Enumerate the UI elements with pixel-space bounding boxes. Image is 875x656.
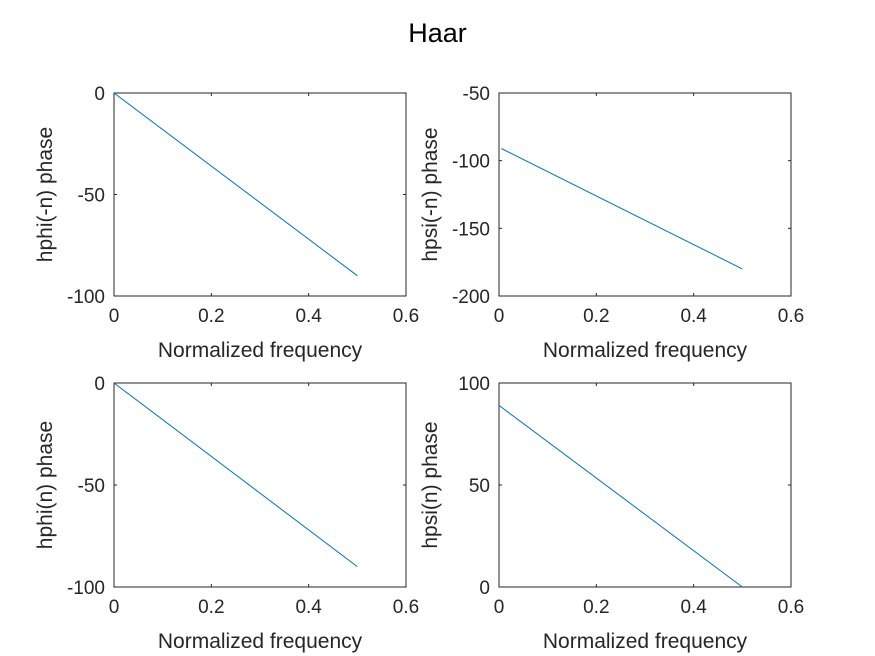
subplot-2-x-tick-label: 0 bbox=[494, 306, 505, 327]
subplot-4-x-tick-label: 0.2 bbox=[583, 597, 609, 618]
subplot-2-y-tick-label: -150 bbox=[452, 219, 490, 240]
subplot-4-y-tick-label: 100 bbox=[458, 374, 490, 395]
subplot-1-x-tick-label: 0.2 bbox=[198, 306, 224, 327]
subplot-2-series-line-1 bbox=[501, 148, 743, 270]
subplot-1-y-tick-label: -100 bbox=[67, 287, 105, 308]
subplot-1-series-line-1 bbox=[113, 92, 358, 277]
subplot-2-x-tick-label: 0.4 bbox=[680, 306, 707, 327]
subplot-3-x-tick-label: 0.2 bbox=[198, 597, 224, 618]
subplot-2-x-axis-label: Normalized frequency bbox=[543, 339, 748, 362]
subplot-2-axes-box bbox=[498, 92, 792, 297]
subplot-4-y-tick-label: 0 bbox=[479, 578, 490, 599]
subplot-3-x-tick-label: 0 bbox=[109, 597, 120, 618]
subplot-2-x-tick-label: 0.6 bbox=[778, 306, 804, 327]
subplot-4-x-axis-label: Normalized frequency bbox=[543, 630, 748, 653]
subplot-3-y-tick-label: -50 bbox=[78, 476, 105, 497]
subplot-2-y-tick-label: -200 bbox=[452, 287, 490, 308]
subplot-4-y-tick-label: 50 bbox=[469, 476, 490, 497]
subplot-3-y-tick-label: -100 bbox=[67, 578, 105, 599]
subplot-4-axes-box bbox=[498, 382, 792, 588]
subplot-4-x-tick-label: 0.6 bbox=[778, 597, 804, 618]
subplot-1-y-tick-label: -50 bbox=[78, 186, 105, 207]
subplot-3-x-axis-label: Normalized frequency bbox=[158, 630, 363, 653]
subplot-2-y-axis-label: hpsi(-n) phase bbox=[419, 127, 442, 261]
subplot-3-x-tick-label: 0.4 bbox=[295, 597, 322, 618]
subplot-3-y-tick-label: 0 bbox=[94, 374, 105, 395]
subplot-1-x-tick-label: 0 bbox=[109, 306, 120, 327]
subplot-2-y-tick-label: -50 bbox=[463, 84, 490, 105]
subplot-1-y-axis-label: hphi(-n) phase bbox=[34, 127, 57, 262]
subplot-1-y-tick-label: 0 bbox=[94, 84, 105, 105]
figure-title: Haar bbox=[408, 18, 467, 48]
subplot-4-y-axis-label: hpsi(n) phase bbox=[419, 421, 442, 548]
subplot-3-y-axis-label: hphi(n) phase bbox=[34, 421, 57, 549]
subplot-3-series-line-1 bbox=[113, 382, 358, 567]
subplot-1-x-axis-label: Normalized frequency bbox=[158, 339, 363, 362]
subplot-4-x-tick-label: 0.4 bbox=[680, 597, 707, 618]
subplot-3-x-tick-label: 0.6 bbox=[393, 597, 419, 618]
subplot-4-x-tick-label: 0 bbox=[494, 597, 505, 618]
subplot-1-x-tick-label: 0.4 bbox=[295, 306, 322, 327]
subplot-1-axes-box bbox=[113, 92, 407, 297]
subplot-3-axes-box bbox=[113, 382, 407, 588]
subplot-1-x-tick-label: 0.6 bbox=[393, 306, 419, 327]
subplot-2-y-tick-label: -100 bbox=[452, 152, 490, 173]
subplot-4-series-line-1 bbox=[498, 404, 743, 588]
subplot-2-x-tick-label: 0.2 bbox=[583, 306, 609, 327]
